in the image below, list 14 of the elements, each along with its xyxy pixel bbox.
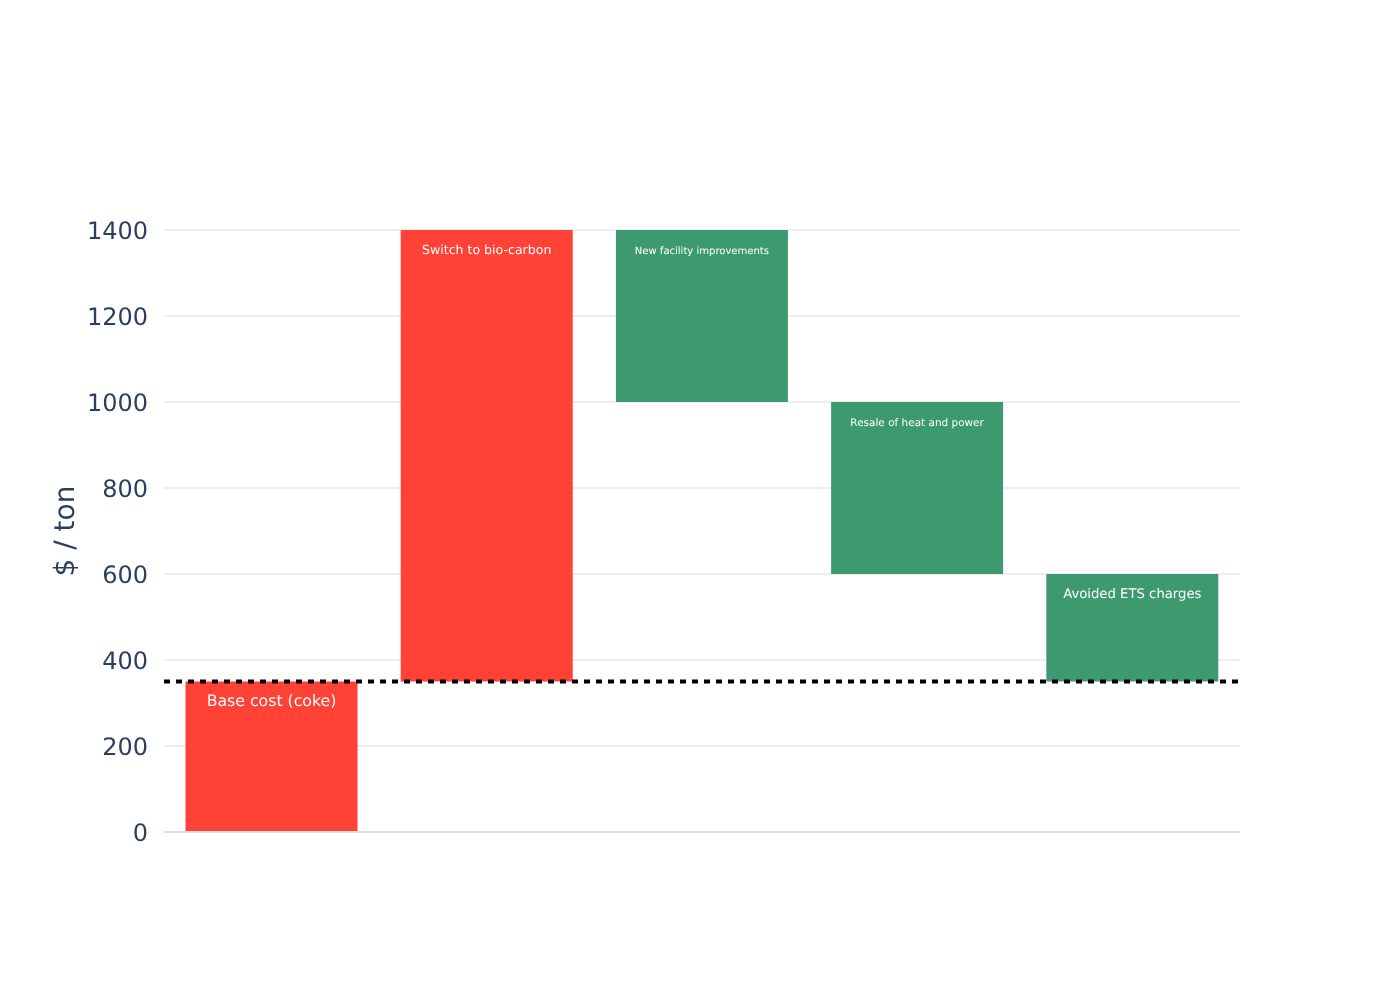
bar [1046,574,1219,682]
y-axis-title: $ / ton [49,485,82,577]
y-tick-label: 400 [102,646,148,675]
bar [831,402,1004,574]
bar [400,230,573,682]
y-tick-label: 0 [132,818,148,847]
y-tick-label: 1200 [86,302,148,331]
y-tick-label: 1400 [86,216,148,245]
y-tick-label: 800 [102,474,148,503]
bar [185,681,358,832]
y-tick-label: 200 [102,732,148,761]
bar [615,230,788,402]
y-tick-label: 600 [102,560,148,589]
y-tick-label: 1000 [86,388,148,417]
